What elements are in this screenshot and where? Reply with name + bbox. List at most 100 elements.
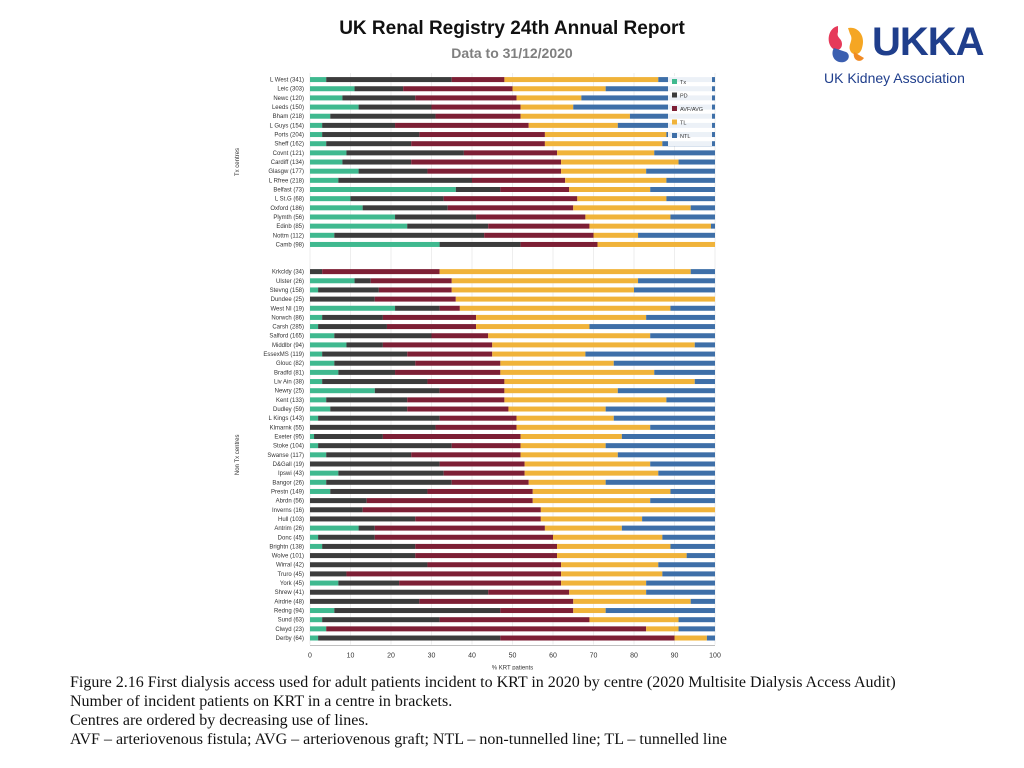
x-tick-label: 50 (509, 653, 517, 660)
row-label: Shrew (41) (275, 590, 304, 596)
bar-segment-tl (565, 177, 667, 183)
bar-segment-tx (310, 278, 355, 284)
bar-segment-pd (310, 296, 375, 302)
row-label: Ipswi (43) (278, 471, 304, 477)
bar-segment-tl (569, 589, 647, 595)
bar-segment-avf-avg (439, 617, 590, 623)
bar-segment-ntl (694, 342, 715, 348)
row-label: Newc (120) (273, 96, 304, 102)
bar-segment-tx (310, 177, 339, 183)
bar-segment-tx (310, 141, 327, 147)
bar-segment-pd (334, 333, 432, 339)
bar-segment-pd (318, 415, 440, 421)
bar-segment-tx (310, 379, 323, 385)
bar-segment-tl (573, 205, 691, 211)
row-label: Antrim (26) (274, 526, 304, 532)
bar-segment-pd (310, 269, 323, 275)
bar-segment-pd (310, 571, 347, 577)
row-label: Edinb (85) (276, 224, 304, 230)
bar-segment-tx (310, 580, 339, 586)
bar-segment-ntl (646, 589, 715, 595)
bar-segment-avf-avg (427, 562, 562, 568)
row-label: Airdrie (48) (274, 599, 304, 605)
bar-segment-tx (310, 305, 396, 311)
bar-segment-pd (326, 397, 408, 403)
bar-segment-avf-avg (407, 406, 509, 412)
bar-segment-avf-avg (435, 113, 521, 119)
bar-segment-pd (346, 150, 464, 156)
bar-segment-avf-avg (447, 205, 574, 211)
row-label: Covnt (121) (273, 151, 304, 157)
bar-segment-pd (338, 369, 396, 375)
bar-segment-pd (314, 434, 383, 439)
bar-segment-tl (455, 296, 715, 302)
row-label: Stoke (104) (273, 444, 304, 450)
row-label: Bangor (26) (272, 480, 304, 486)
bar-segment-pd (338, 177, 472, 183)
bar-segment-tx (310, 104, 359, 110)
bar-segment-tl (476, 314, 647, 320)
bar-segment-avf-avg (382, 434, 521, 439)
bar-segment-tl (512, 86, 606, 92)
bar-segment-avf-avg (407, 397, 505, 403)
bar-segment-tl (540, 507, 715, 513)
bar-segment-tx (310, 214, 396, 220)
bar-segment-ntl (650, 498, 715, 504)
bar-segment-tl (504, 397, 667, 403)
row-label: Dundee (25) (271, 297, 304, 303)
bar-segment-tl (520, 104, 574, 110)
logo-subtitle: UK Kidney Association (824, 70, 965, 86)
bar-segment-ntl (650, 333, 715, 339)
caption-line: Number of incident patients on KRT in a … (70, 693, 453, 710)
bar-segment-avf-avg (431, 104, 521, 110)
bar-segment-tl (516, 424, 651, 430)
row-label: Truro (45) (278, 572, 304, 578)
bar-segment-ntl (621, 434, 715, 439)
bar-segment-tx (310, 122, 323, 128)
bar-segment-tl (544, 141, 663, 147)
bar-segment-avf-avg (378, 287, 452, 293)
bar-segment-pd (455, 187, 501, 192)
bar-segment-avf-avg (443, 196, 578, 202)
bar-segment-tx (310, 543, 323, 549)
page-subtitle: Data to 31/12/2020 (451, 45, 573, 61)
bar-segment-avf-avg (435, 424, 517, 430)
bar-segment-pd (338, 580, 400, 586)
bar-segment-avf-avg (322, 269, 440, 275)
bar-segment-pd (350, 196, 444, 202)
bar-segment-tl (504, 77, 659, 83)
bar-segment-ntl (642, 516, 715, 522)
caption-line: AVF – arteriovenous fistula; AVG – arter… (70, 731, 727, 748)
legend-swatch (672, 79, 677, 84)
bar-segment-ntl (650, 187, 715, 192)
bar-segment-tl (528, 122, 618, 128)
bar-segment-avf-avg (419, 598, 574, 604)
row-label: Dudley (59) (273, 407, 304, 413)
group-label: Non Tx centres (235, 435, 241, 476)
bar-segment-avf-avg (382, 342, 493, 348)
bar-segment-avf-avg (415, 553, 558, 559)
bar-segment-avf-avg (439, 415, 517, 421)
row-label: Clwyd (23) (275, 627, 304, 633)
bar-segment-avf-avg (374, 534, 553, 540)
row-label: Hull (103) (278, 517, 304, 523)
bar-segment-tx (310, 470, 339, 476)
bar-segment-pd (318, 287, 379, 293)
bar-segment-tl (577, 196, 667, 202)
bar-segment-tl (451, 278, 639, 284)
x-tick-label: 40 (468, 653, 476, 660)
bar-segment-pd (310, 424, 436, 430)
bar-segment-tx (310, 324, 319, 330)
bar-segment-ntl (670, 214, 715, 220)
bar-segment-ntl (666, 397, 715, 403)
bar-segment-tx (310, 479, 327, 485)
bar-segment-tl (492, 342, 695, 348)
bar-segment-tl (516, 95, 582, 101)
chart-x-axis: 0 10 20 30 40 50 60 70 80 90 100 % KRT patients (308, 645, 721, 670)
bar-segment-avf-avg (362, 507, 541, 513)
bar-segment-avf-avg (399, 580, 562, 586)
bar-segment-tl (520, 434, 622, 439)
bar-segment-tx (310, 168, 359, 174)
bar-segment-tx (310, 132, 323, 138)
row-label: L Guys (154) (270, 123, 304, 129)
